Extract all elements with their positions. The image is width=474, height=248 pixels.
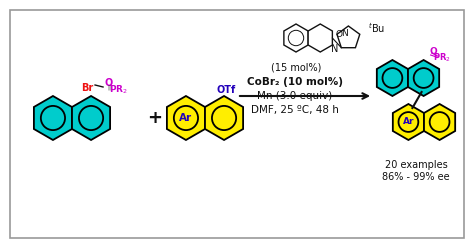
Polygon shape (284, 24, 308, 52)
Polygon shape (377, 60, 408, 96)
Text: N: N (341, 30, 348, 38)
Text: CoBr₂ (10 mol%): CoBr₂ (10 mol%) (247, 77, 343, 87)
Text: O: O (105, 78, 113, 88)
Polygon shape (205, 96, 243, 140)
Polygon shape (424, 104, 455, 140)
Text: (15 mol%): (15 mol%) (271, 62, 321, 72)
Polygon shape (408, 60, 439, 96)
Text: PR$_2$: PR$_2$ (109, 84, 128, 96)
Text: Ar: Ar (179, 113, 192, 123)
Text: DMF, 25 ºC, 48 h: DMF, 25 ºC, 48 h (251, 105, 339, 115)
Polygon shape (34, 96, 72, 140)
Text: +: + (147, 109, 163, 127)
Polygon shape (393, 104, 424, 140)
Polygon shape (72, 96, 110, 140)
Text: Br: Br (81, 83, 93, 93)
Text: 86% - 99% ee: 86% - 99% ee (382, 172, 450, 182)
Text: ||: || (107, 84, 111, 90)
Text: Ar: Ar (402, 118, 414, 126)
Text: O: O (336, 30, 342, 39)
Text: Mn (3.0 equiv): Mn (3.0 equiv) (257, 91, 333, 101)
Text: O: O (430, 47, 438, 56)
Text: N: N (331, 44, 338, 54)
Text: 20 examples: 20 examples (384, 160, 447, 170)
Polygon shape (167, 96, 205, 140)
Text: PR$_2$: PR$_2$ (433, 52, 450, 64)
Text: $^t$Bu: $^t$Bu (368, 21, 385, 35)
Text: OTf: OTf (217, 85, 236, 95)
Polygon shape (308, 24, 332, 52)
Polygon shape (337, 26, 360, 48)
